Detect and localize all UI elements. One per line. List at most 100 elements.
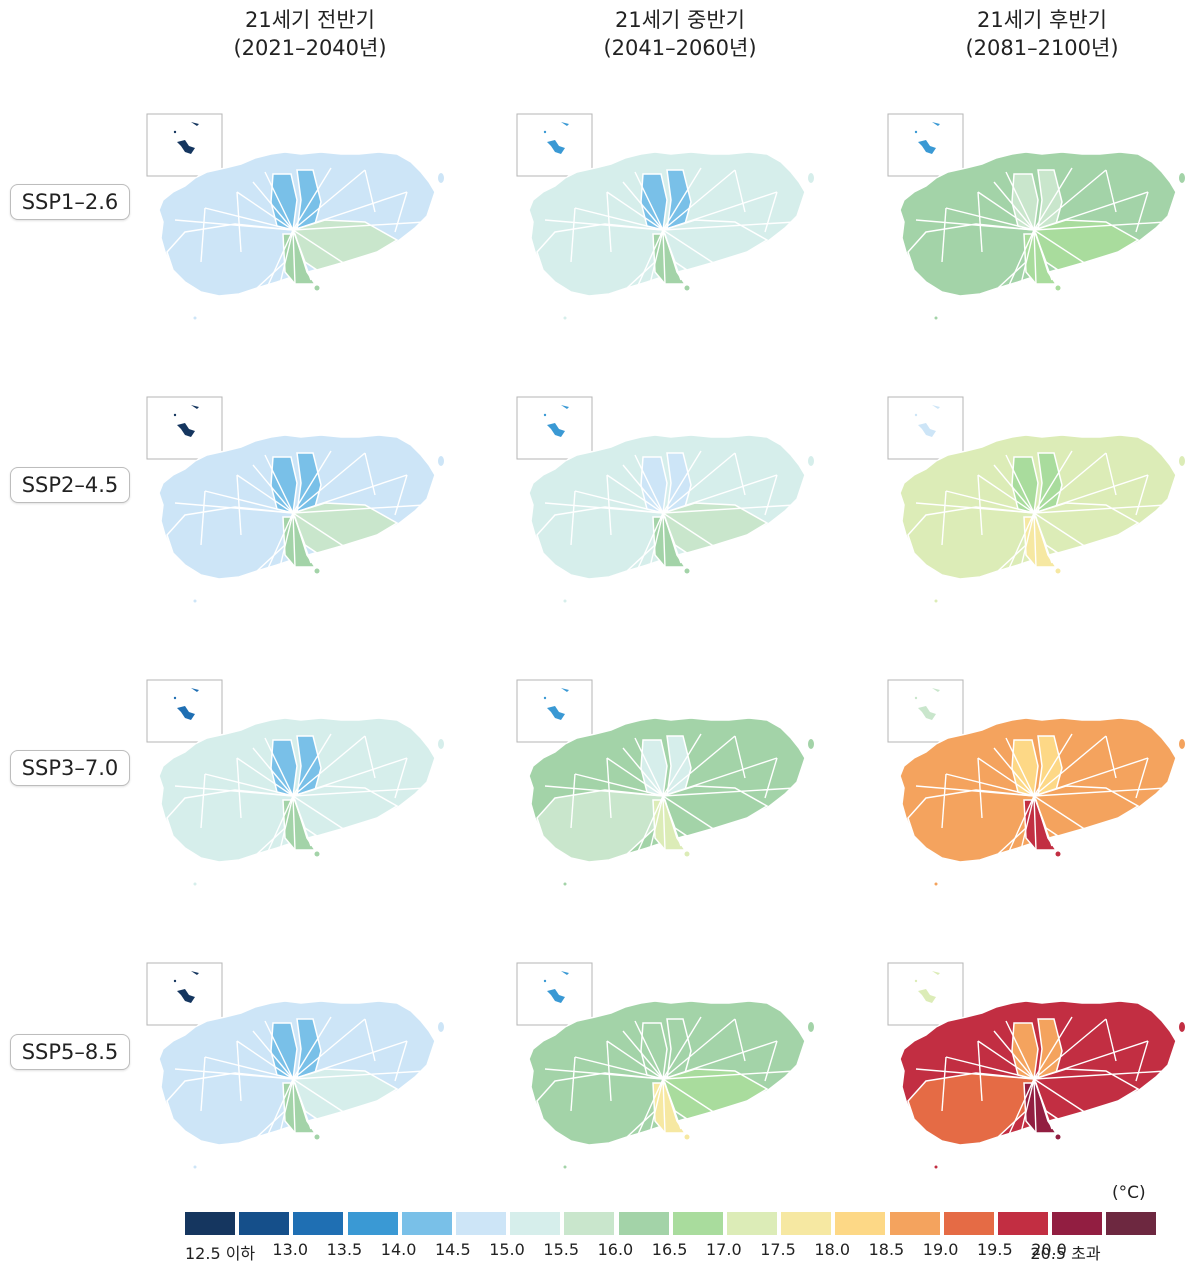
district-boundary <box>292 167 332 231</box>
legend-swatch <box>943 1212 994 1235</box>
district-boundary <box>1033 1078 1053 1130</box>
district-boundary <box>662 795 682 847</box>
legend-swatch <box>1106 1212 1157 1235</box>
jeju-map <box>145 678 445 898</box>
udo-island <box>1179 456 1185 466</box>
district-boundary <box>634 1020 664 1080</box>
udo-island <box>808 1022 814 1032</box>
legend-swatch <box>510 1212 561 1235</box>
district-southwest <box>907 223 1035 297</box>
district-boundary <box>764 474 778 516</box>
district-boundary <box>622 1030 664 1080</box>
islet <box>563 316 567 320</box>
district-boundary <box>1033 1078 1087 1114</box>
legend-swatch <box>672 1212 723 1235</box>
district-boundary <box>544 1068 664 1080</box>
district-boundary <box>174 785 294 797</box>
district-southeast <box>292 1068 399 1120</box>
inset-island <box>932 122 940 126</box>
inset-island <box>918 706 936 720</box>
legend-swatch <box>781 1212 832 1235</box>
column-title-late: 21세기 후반기 (2081–2100년) <box>922 6 1162 62</box>
district-boundary <box>1005 229 1035 293</box>
jeju-map-svg <box>516 679 814 886</box>
district-boundary <box>394 474 408 516</box>
legend-swatch <box>618 1212 669 1235</box>
islet <box>193 882 197 886</box>
district-boundary <box>648 512 664 572</box>
district-boundary <box>174 219 294 231</box>
inset-island <box>914 413 918 417</box>
district-boundary <box>1033 229 1037 285</box>
udo-island <box>808 739 814 749</box>
inset-box <box>516 679 593 743</box>
district-boundary <box>236 191 294 231</box>
district-boundary <box>622 747 664 797</box>
islet <box>684 568 690 574</box>
district-boundary <box>278 512 294 572</box>
district-boundary <box>236 1040 242 1102</box>
district-boundary <box>292 1078 296 1134</box>
udo-island <box>438 173 444 183</box>
district-boundary <box>292 795 312 847</box>
district-boundary <box>662 733 702 797</box>
legend-swatch <box>727 1212 777 1235</box>
legend-label: 20.5 초과 <box>1030 1244 1101 1263</box>
district-boundary <box>606 1040 664 1080</box>
district-boundary <box>236 757 242 819</box>
district-boundary <box>174 1068 294 1080</box>
jeju-map-svg <box>146 962 444 1169</box>
islet <box>684 285 690 291</box>
district-boundary <box>394 757 408 799</box>
district-boundary <box>734 735 746 779</box>
district-boundary <box>292 1018 366 1080</box>
udo-island <box>1179 173 1185 183</box>
district-boundary <box>977 1040 1035 1080</box>
district-boundary <box>204 207 294 231</box>
jeju-map <box>886 961 1186 1181</box>
district-boundary <box>662 191 778 231</box>
legend-unit: (°C) <box>1112 1183 1146 1203</box>
district-boundary <box>915 785 1035 797</box>
column-title-line1: 21세기 후반기 <box>977 8 1107 32</box>
row-label-ssp5: SSP5–8.5 <box>10 1034 130 1070</box>
district-boundary <box>993 464 1035 514</box>
islet <box>934 1165 938 1169</box>
inset-island <box>191 405 199 409</box>
legend-label: 19.0 <box>922 1240 959 1259</box>
column-title-early: 21세기 전반기 (2021–2040년) <box>190 6 430 62</box>
district-boundary <box>662 1018 736 1080</box>
district-boundary <box>570 490 576 546</box>
district-boundary <box>264 1020 294 1080</box>
district-boundary <box>1105 735 1117 779</box>
column-title-line2: (2041–2060년) <box>603 36 757 60</box>
district-boundary <box>174 502 294 514</box>
district-southwest <box>166 506 294 580</box>
district-boundary <box>662 757 778 797</box>
district-boundary <box>662 787 796 797</box>
district-southwest <box>536 789 664 863</box>
district-boundary <box>764 757 778 799</box>
district-boundary <box>648 795 664 855</box>
legend-swatch <box>998 1212 1048 1235</box>
inset-island <box>547 989 565 1003</box>
legend-swatch <box>239 1212 290 1235</box>
district-boundary <box>977 757 983 819</box>
district-boundary <box>662 1070 796 1080</box>
inset-island <box>543 413 547 417</box>
district-boundary <box>662 1078 682 1130</box>
column-title-line1: 21세기 중반기 <box>615 8 745 32</box>
district-boundary <box>662 221 796 231</box>
district-boundary <box>634 229 664 293</box>
district-southwest <box>907 1072 1035 1146</box>
inset-island <box>547 423 565 437</box>
district-boundary <box>236 474 294 514</box>
inset-island <box>561 405 569 409</box>
district-boundary <box>662 512 666 568</box>
district-boundary <box>1005 795 1035 859</box>
district-boundary <box>278 229 294 289</box>
district-boundary <box>292 452 366 514</box>
district-boundary <box>734 1018 746 1062</box>
legend-label: 14.5 <box>435 1240 471 1259</box>
district-boundary <box>606 191 664 231</box>
